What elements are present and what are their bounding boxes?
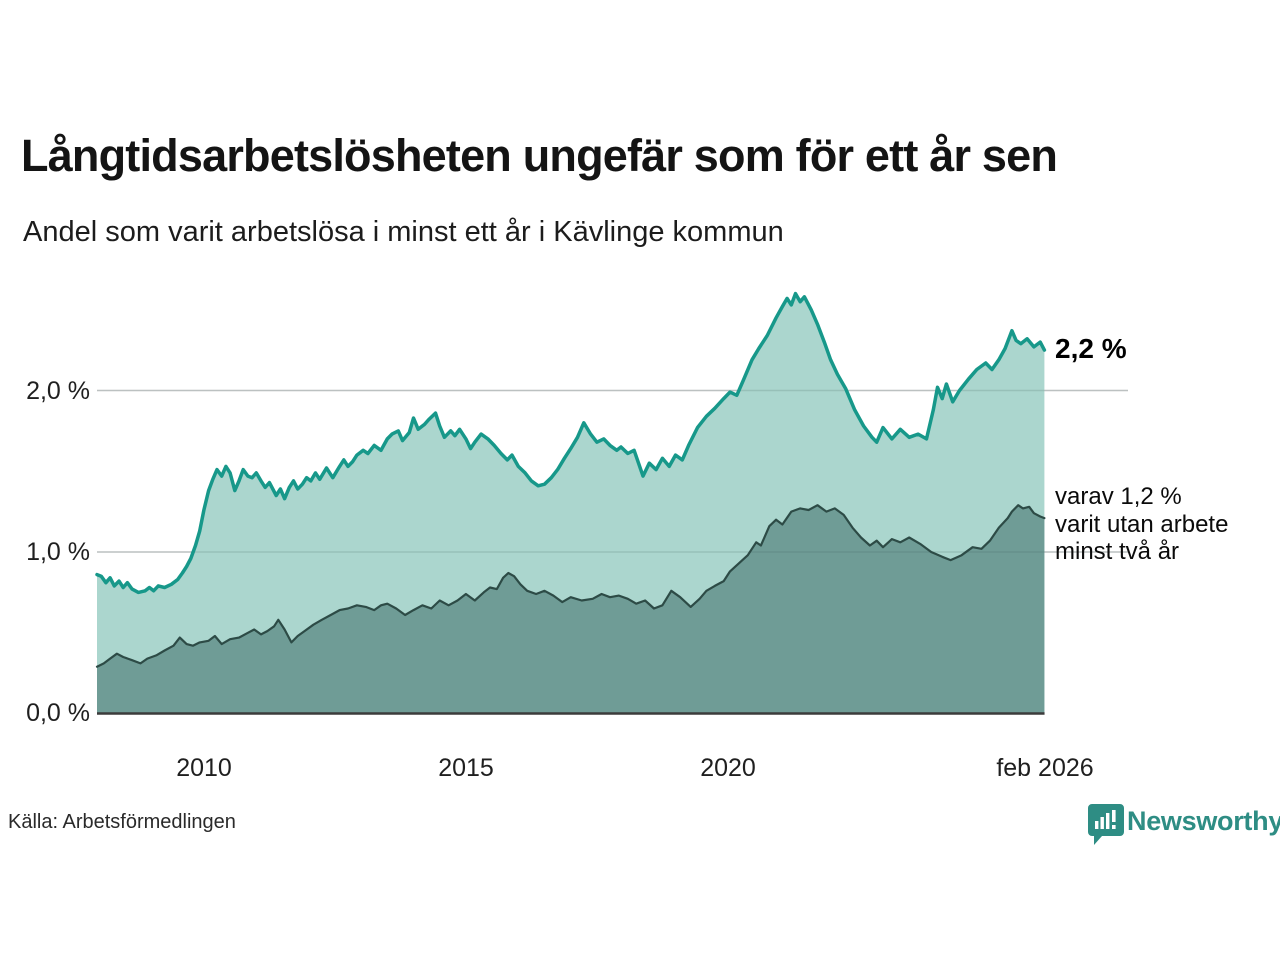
page-title: Långtidsarbetslösheten ungefär som för e…	[21, 130, 1058, 181]
newsworthy-wordmark: Newsworthy	[1127, 806, 1280, 836]
x-tick-2020: 2020	[700, 754, 756, 782]
source-note: Källa: Arbetsförmedlingen	[8, 811, 236, 833]
y-tick-2: 2,0 %	[26, 377, 90, 405]
secondary-value-label: varav 1,2 % varit utan arbete minst två …	[1055, 483, 1228, 566]
y-tick-1: 1,0 %	[26, 538, 90, 566]
x-tick-2015: 2015	[438, 754, 494, 782]
x-tick-feb-2026: feb 2026	[996, 754, 1094, 782]
secondary-line-1: varav 1,2 %	[1055, 483, 1182, 510]
x-tick-2010: 2010	[176, 754, 232, 782]
newsworthy-logo-icon	[1088, 804, 1124, 845]
secondary-line-2: varit utan arbete	[1055, 510, 1229, 538]
page-subtitle: Andel som varit arbetslösa i minst ett å…	[23, 216, 784, 248]
y-tick-0: 0,0 %	[26, 699, 90, 727]
latest-value-label: 2,2 %	[1055, 333, 1127, 365]
secondary-line-3: minst två år	[1055, 538, 1180, 565]
